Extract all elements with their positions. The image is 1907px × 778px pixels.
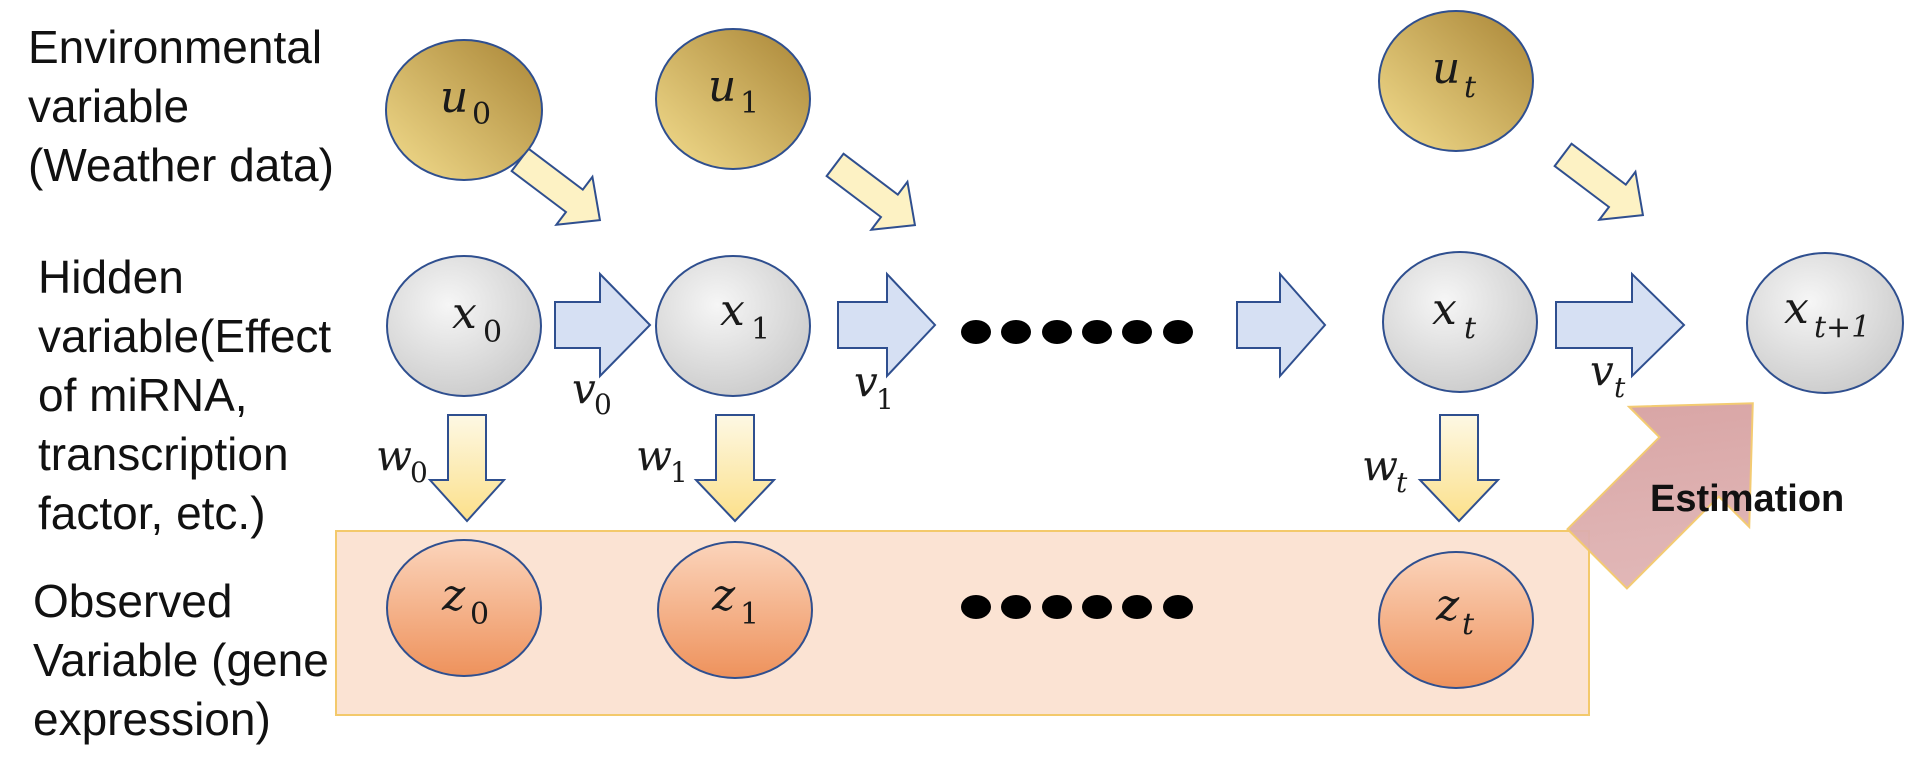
svg-text:x: x [720,285,745,336]
node-x0: x 0 [387,256,541,396]
svg-text:x: x [1784,283,1809,334]
input-arrow-u1-x-next [817,141,933,249]
svg-text:0: 0 [472,97,491,132]
svg-text:t: t [1464,70,1477,105]
svg-text:t: t [1462,607,1475,642]
observed-label: Observed Variable (gene expression) [33,575,342,745]
node-xt1: x t+1 [1747,253,1903,393]
node-u0: u 0 [386,40,542,180]
svg-text:x: x [452,288,477,339]
estimation-label: Estimation [1650,478,1844,520]
node-x1: x 1 [656,256,810,396]
svg-text:0: 0 [410,456,428,489]
emission-arrow-x1-z1 [696,415,774,521]
svg-text:t: t [1614,371,1626,404]
transition-arrow-x1-next [838,274,935,376]
svg-text:v: v [1590,346,1614,395]
transition-arrow-x0-x1 [555,274,650,376]
svg-text:w: w [1362,441,1398,490]
svg-text:1: 1 [751,312,770,347]
noise-label-vt: v t [1590,346,1626,404]
noise-label-w1: w 1 [636,431,688,489]
noise-label-w0: w 0 [376,431,428,489]
svg-text:z: z [441,570,466,621]
svg-text:x: x [1432,284,1457,335]
svg-text:u: u [440,72,468,123]
svg-text:v: v [572,364,596,413]
svg-text:1: 1 [670,456,688,489]
emission-arrow-x0-z0 [430,415,504,521]
svg-text:u: u [1432,43,1460,94]
svg-text:t: t [1464,311,1477,346]
svg-text:1: 1 [876,383,894,416]
svg-text:1: 1 [740,86,759,121]
svg-text:t+1: t+1 [1814,310,1870,345]
svg-text:t: t [1396,466,1408,499]
ellipsis-dots-hidden [961,320,1193,344]
noise-label-wt: w t [1362,441,1408,499]
input-arrow-ut-xt1 [1545,131,1661,239]
node-z1: z 1 [658,542,812,678]
node-z0: z 0 [387,540,541,676]
svg-text:w: w [376,431,412,480]
environmental-label: Environmental variable (Weather data) [28,21,335,191]
svg-text:z: z [711,570,736,621]
emission-arrow-xt-zt [1420,415,1498,521]
svg-text:0: 0 [483,315,502,350]
svg-text:0: 0 [470,597,489,632]
svg-text:u: u [708,61,736,112]
transition-arrow-xt-xt1 [1556,274,1684,376]
svg-text:0: 0 [594,388,612,421]
transition-arrow-prev-xt [1237,274,1325,376]
svg-text:z: z [1435,580,1460,631]
svg-text:v: v [854,357,878,406]
node-u1: u 1 [656,29,810,169]
svg-text:1: 1 [740,597,759,632]
noise-label-v0: v 0 [572,364,612,421]
node-ut: u t [1379,11,1533,151]
node-zt: z t [1379,552,1533,688]
hidden-label: Hidden variable(Effect of miRNA, transcr… [38,251,344,539]
node-xt: x t [1383,252,1537,392]
svg-text:w: w [636,431,672,480]
